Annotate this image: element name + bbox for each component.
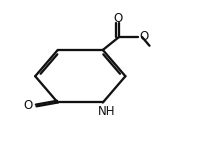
Text: O: O	[139, 30, 148, 43]
Text: NH: NH	[97, 105, 115, 118]
Text: O: O	[114, 12, 123, 25]
Text: O: O	[23, 99, 32, 112]
